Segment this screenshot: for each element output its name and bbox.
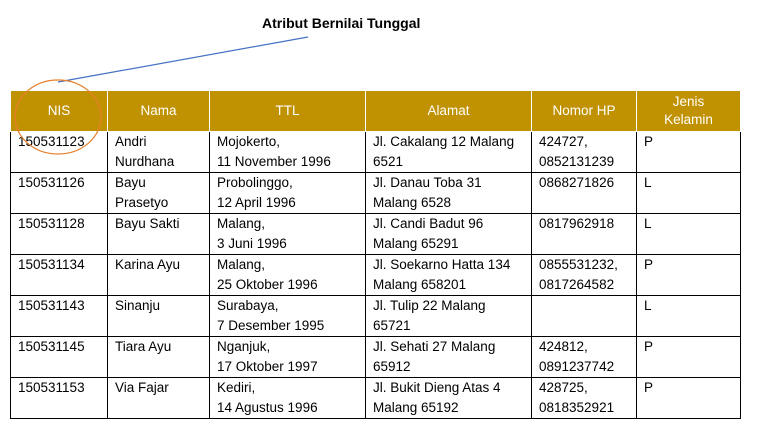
cell-jenis-kelamin: P	[636, 377, 741, 419]
cell-jenis-kelamin: P	[636, 336, 741, 378]
cell-ttl: Malang, 25 Oktober 1996	[209, 254, 366, 296]
student-table: NIS Nama TTL Alamat Nomor HP Jenis Kelamin 15…	[10, 90, 741, 419]
cell-nis: 150531126	[10, 172, 108, 214]
cell-jenis-kelamin: P	[636, 131, 741, 173]
cell-ttl: Probolinggo, 12 April 1996	[209, 172, 366, 214]
cell-nomor-hp: 0817962918	[531, 213, 637, 255]
cell-nis: 150531153	[10, 377, 108, 419]
cell-ttl: Malang, 3 Juni 1996	[209, 213, 366, 255]
table-row: 150531153 Via Fajar Kediri, 14 Agustus 199…	[10, 377, 741, 419]
cell-nama: Sinanju	[107, 295, 210, 337]
column-header-jenis-kelamin: Jenis Kelamin	[636, 90, 741, 132]
cell-alamat: Jl. Bukit Dieng Atas 4 Malang 65192	[365, 377, 532, 419]
cell-nomor-hp	[531, 295, 637, 337]
annotation-pointer-line	[57, 36, 309, 83]
cell-ttl: Mojokerto, 11 November 1996	[209, 131, 366, 173]
cell-nomor-hp: 0855531232, 0817264582	[531, 254, 637, 296]
cell-nis: 150531145	[10, 336, 108, 378]
cell-nama: Tiara Ayu	[107, 336, 210, 378]
cell-alamat: Jl. Sehati 27 Malang 65912	[365, 336, 532, 378]
cell-alamat: Jl. Danau Toba 31 Malang 6528	[365, 172, 532, 214]
cell-nomor-hp: 424727, 0852131239	[531, 131, 637, 173]
table-row: 150531126 Bayu Prasetyo Probolinggo, 12 Ap…	[10, 172, 741, 214]
cell-ttl: Kediri, 14 Agustus 1996	[209, 377, 366, 419]
cell-nama: Via Fajar	[107, 377, 210, 419]
column-header-nama: Nama	[107, 90, 210, 132]
column-header-ttl: TTL	[209, 90, 366, 132]
cell-alamat: Jl. Cakalang 12 Malang 6521	[365, 131, 532, 173]
cell-jenis-kelamin: L	[636, 213, 741, 255]
cell-alamat: Jl. Candi Badut 96 Malang 65291	[365, 213, 532, 255]
table-header-row: NIS Nama TTL Alamat Nomor HP Jenis Kelamin	[10, 90, 741, 132]
cell-nis: 150531134	[10, 254, 108, 296]
column-header-nomor-hp: Nomor HP	[531, 90, 637, 132]
cell-jenis-kelamin: P	[636, 254, 741, 296]
column-header-nis: NIS	[10, 90, 108, 132]
cell-nama: Bayu Prasetyo	[107, 172, 210, 214]
table-row: 150531145 Tiara Ayu Nganjuk, 17 Oktober 19…	[10, 336, 741, 378]
cell-nis: 150531128	[10, 213, 108, 255]
table-row: 150531134 Karina Ayu Malang, 25 Oktober 19…	[10, 254, 741, 296]
table-row: 150531128 Bayu Sakti Malang, 3 Juni 1996 Jl…	[10, 213, 741, 255]
cell-ttl: Surabaya, 7 Desember 1995	[209, 295, 366, 337]
column-header-alamat: Alamat	[365, 90, 532, 132]
cell-nomor-hp: 424812, 0891237742	[531, 336, 637, 378]
annotation-title: Atribut Bernilai Tunggal	[262, 15, 421, 31]
table-row: 150531143 Sinanju Surabaya, 7 Desember 199…	[10, 295, 741, 337]
cell-jenis-kelamin: L	[636, 172, 741, 214]
cell-nama: Bayu Sakti	[107, 213, 210, 255]
cell-nomor-hp: 0868271826	[531, 172, 637, 214]
cell-nama: Andri Nurdhana	[107, 131, 210, 173]
cell-alamat: Jl. Tulip 22 Malang 65721	[365, 295, 532, 337]
cell-ttl: Nganjuk, 17 Oktober 1997	[209, 336, 366, 378]
table-row: 150531123 Andri Nurdhana Mojokerto, 11 Nov…	[10, 131, 741, 173]
cell-alamat: Jl. Soekarno Hatta 134 Malang 658201	[365, 254, 532, 296]
cell-nis: 150531143	[10, 295, 108, 337]
cell-nomor-hp: 428725, 0818352921	[531, 377, 637, 419]
cell-jenis-kelamin: L	[636, 295, 741, 337]
table-body: 150531123 Andri Nurdhana Mojokerto, 11 Nov…	[10, 131, 741, 419]
cell-nis: 150531123	[10, 131, 108, 173]
cell-nama: Karina Ayu	[107, 254, 210, 296]
